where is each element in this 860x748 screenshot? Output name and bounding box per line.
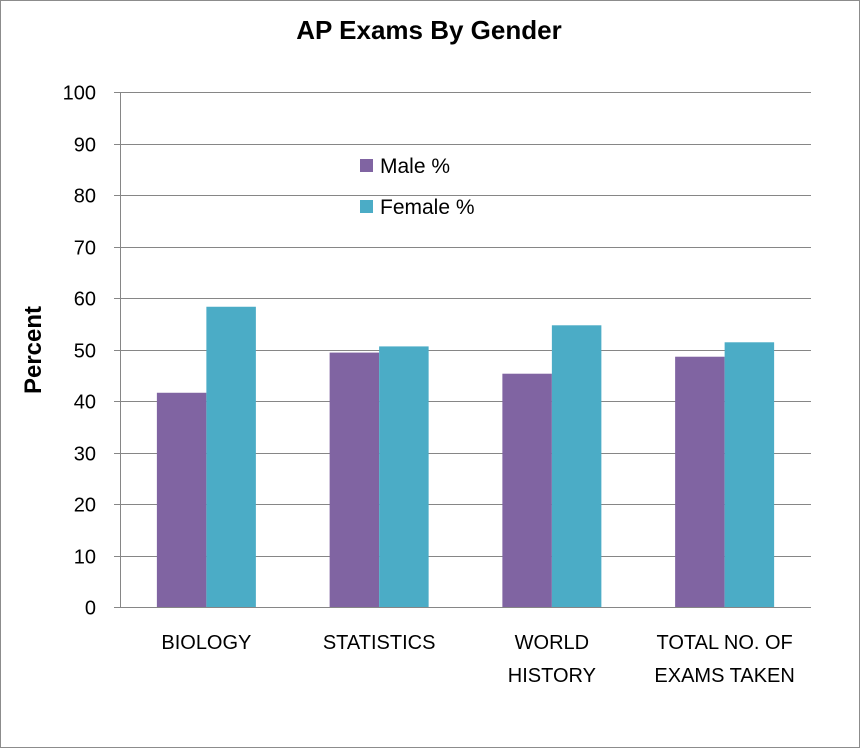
y-tick-label: 30 bbox=[74, 444, 96, 466]
y-tick-label: 0 bbox=[85, 598, 96, 620]
bars bbox=[156, 306, 775, 607]
y-tick-label: 20 bbox=[74, 495, 96, 517]
bar-male-0 bbox=[156, 392, 207, 607]
y-tick-label: 50 bbox=[74, 341, 96, 363]
x-categories: BIOLOGY STATISTICS WORLD HISTORY TOTAL NO. O… bbox=[161, 632, 794, 687]
y-ticks: 0 10 20 30 40 50 60 70 80 90 100 bbox=[63, 83, 96, 620]
x-category-label: WORLD bbox=[515, 632, 589, 654]
legend: Male % Female % bbox=[360, 155, 475, 219]
x-category-label: TOTAL NO. OF bbox=[656, 632, 792, 654]
legend-swatch bbox=[360, 159, 373, 172]
legend-label: Female % bbox=[380, 196, 475, 219]
bar-female-0 bbox=[206, 306, 256, 607]
x-category-label: STATISTICS bbox=[323, 632, 436, 654]
legend-label: Male % bbox=[380, 155, 450, 178]
y-tick-label: 10 bbox=[74, 547, 96, 569]
bar-male-3 bbox=[675, 356, 725, 607]
bar-male-2 bbox=[502, 373, 552, 607]
bar-female-3 bbox=[724, 342, 775, 607]
y-tick-label: 90 bbox=[74, 135, 96, 157]
chart-title: AP Exams By Gender bbox=[296, 15, 561, 45]
x-category-label: EXAMS TAKEN bbox=[654, 665, 794, 687]
y-tick-label: 70 bbox=[74, 238, 96, 260]
bar-male-1 bbox=[329, 352, 380, 607]
y-tick-label: 40 bbox=[74, 392, 96, 414]
y-tick-label: 80 bbox=[74, 186, 96, 208]
y-tick-label: 60 bbox=[74, 289, 96, 311]
y-axis-label: Percent bbox=[20, 306, 47, 394]
bar-female-2 bbox=[551, 325, 602, 607]
y-tick-label: 100 bbox=[63, 83, 96, 105]
x-category-label: HISTORY bbox=[508, 665, 596, 687]
bar-female-1 bbox=[379, 346, 429, 607]
legend-swatch bbox=[360, 200, 373, 213]
x-category-label: BIOLOGY bbox=[161, 632, 251, 654]
